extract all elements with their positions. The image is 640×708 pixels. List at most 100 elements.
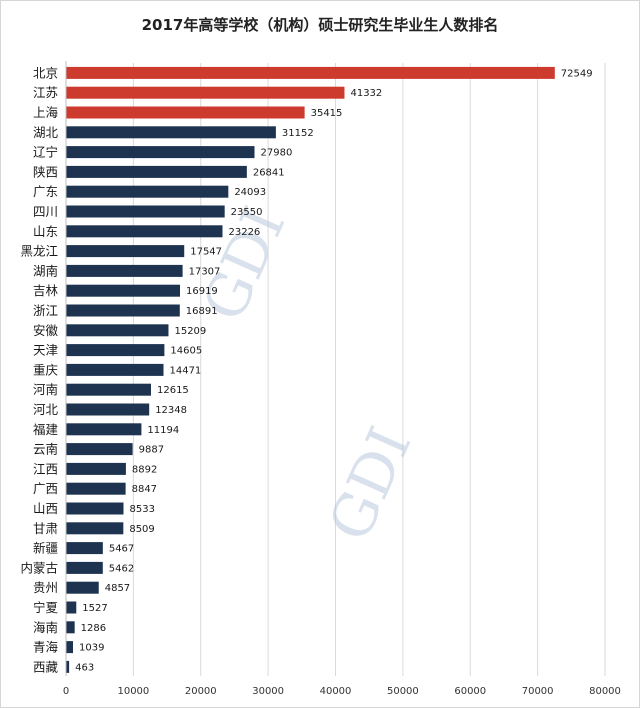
category-label: 广东 [33,184,58,199]
category-label: 黑龙江 [20,244,58,259]
value-label: 15209 [174,326,206,337]
value-label: 463 [75,662,94,673]
bar [66,245,185,258]
bar [66,126,276,139]
category-label: 江西 [33,461,58,476]
value-label: 17547 [190,247,222,258]
bar [66,561,103,574]
bar [66,522,124,535]
x-tick-label: 40000 [320,686,352,697]
bar [66,106,305,119]
x-tick-label: 80000 [589,686,621,697]
x-tick-label: 60000 [454,686,486,697]
category-label: 新疆 [33,541,58,556]
category-label: 西藏 [33,659,59,674]
bar [66,86,345,99]
bar [66,502,124,515]
value-label: 17307 [189,266,221,277]
bar [66,146,255,159]
bar [66,482,126,495]
category-label: 北京 [33,65,58,80]
value-label: 1039 [79,643,104,654]
value-label: 16891 [186,306,218,317]
bar [66,660,70,673]
x-tick-label: 50000 [387,686,419,697]
value-label: 8847 [132,484,157,495]
category-label: 重庆 [33,362,59,377]
category-label: 天津 [33,343,58,358]
bar [66,462,126,475]
x-tick-label: 0 [63,686,69,697]
bar [66,185,229,198]
x-tick-label: 10000 [117,686,149,697]
bar [66,304,180,317]
value-label: 1286 [81,623,106,634]
value-label: 41332 [350,88,382,99]
category-label: 吉林 [33,283,59,298]
category-label: 福建 [33,422,59,437]
value-label: 9887 [139,445,164,456]
value-label: 14471 [169,365,201,376]
value-label: 1527 [82,603,107,614]
bar [66,165,247,178]
bar [66,423,142,436]
bar [66,284,180,297]
bar [66,601,77,614]
category-label: 湖北 [33,125,59,140]
value-label: 4857 [105,583,130,594]
category-label: 山西 [33,501,58,516]
category-label: 辽宁 [33,145,58,160]
bar [66,403,150,416]
x-tick-label: 30000 [252,686,284,697]
category-label: 湖南 [33,263,58,278]
bar [66,264,183,277]
value-label: 72549 [561,68,593,79]
x-tick-label: 20000 [185,686,217,697]
bar [66,621,75,634]
value-label: 8892 [132,464,157,475]
value-label: 23226 [228,227,260,238]
category-label: 内蒙古 [20,560,58,575]
category-label: 安徽 [33,323,59,338]
watermark-text: GDI [315,417,424,550]
category-label: 四川 [33,204,58,219]
value-label: 27980 [261,148,293,159]
category-label: 广西 [33,481,58,496]
bar [66,443,133,456]
bar [66,66,555,79]
category-label: 青海 [33,640,59,655]
bar [66,581,99,594]
value-label: 5467 [109,544,134,555]
category-label: 江苏 [33,85,58,100]
value-label: 16919 [186,286,218,297]
bar [66,344,165,357]
bar [66,383,151,396]
category-label: 浙江 [33,303,58,318]
bar [66,225,223,238]
category-label: 河南 [33,382,58,397]
bar [66,363,164,376]
chart-title: 2017年高等学校（机构）硕士研究生毕业生人数排名 [141,16,499,34]
category-label: 海南 [33,620,58,635]
bar [66,205,225,218]
value-label: 24093 [234,187,266,198]
bar [66,641,74,654]
category-label: 宁夏 [33,600,59,615]
bar [66,542,103,555]
value-label: 12615 [157,385,189,396]
value-label: 8509 [129,524,154,535]
value-label: 12348 [155,405,187,416]
value-label: 31152 [282,128,314,139]
category-label: 甘肃 [33,521,58,536]
category-label: 陕西 [33,164,58,179]
category-label: 云南 [33,442,58,457]
value-label: 8533 [129,504,154,515]
value-label: 23550 [231,207,263,218]
value-label: 14605 [170,346,202,357]
category-label: 河北 [33,402,59,417]
category-label: 贵州 [33,580,58,595]
value-label: 35415 [311,108,343,119]
category-label: 上海 [33,105,59,120]
bar [66,324,169,337]
